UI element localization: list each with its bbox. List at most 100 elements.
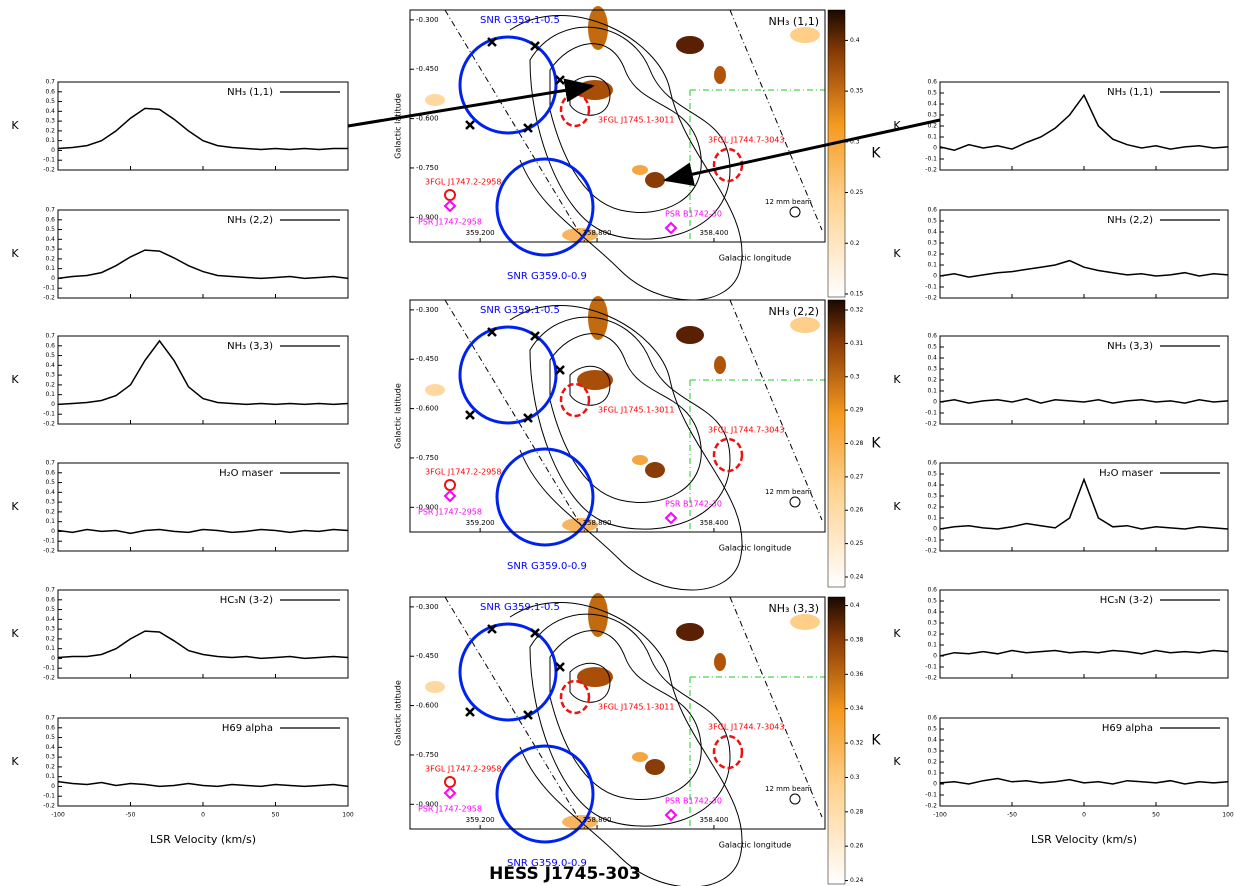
emission-blob — [645, 462, 665, 478]
y-axis-label: K — [11, 627, 19, 640]
colorbar-tick-label: 0.38 — [850, 636, 864, 643]
arrow — [663, 118, 941, 186]
colorbar-tick-label: 0.25 — [850, 540, 864, 547]
y-tick-label: -0.1 — [925, 284, 937, 291]
map-annotation: 12 mm beam — [765, 198, 812, 206]
map-annotation: PSR B1742-30 — [665, 500, 722, 509]
y-tick-label: -0.2 — [925, 421, 937, 428]
map-annotation: PSR J1747-2958 — [418, 805, 482, 814]
source-ellipse — [559, 92, 591, 128]
map-title: NH₃ (3,3) — [769, 602, 819, 615]
colorbar-tick-label: 0.28 — [850, 440, 864, 447]
emission-blob — [676, 623, 704, 641]
x-tick-label: -50 — [1007, 812, 1017, 819]
y-tick-label: 0.5 — [927, 218, 937, 225]
colorbar — [827, 596, 846, 885]
y-tick-label: 0 — [51, 783, 55, 790]
colorbar-tick-label: 0.26 — [850, 507, 864, 514]
y-tick-label: 0.4 — [45, 744, 55, 751]
emission-blob — [632, 455, 648, 465]
y-tick-label: 0.5 — [927, 598, 937, 605]
y-tick-label: 0.3 — [927, 112, 937, 119]
y-tick-label: 0.6 — [45, 342, 55, 349]
y-tick-label: 0.4 — [927, 101, 937, 108]
y-tick-label: -0.1 — [43, 538, 55, 545]
y-tick-label: 0.6 — [45, 596, 55, 603]
y-tick-label: -0.2 — [925, 675, 937, 682]
map-frame — [409, 299, 826, 533]
y-axis-label: Galactic latitude — [394, 383, 403, 449]
map-annotation: PSR B1742-30 — [665, 210, 722, 219]
emission-blob — [676, 326, 704, 344]
y-tick-label: 0.7 — [45, 333, 55, 340]
snr-circle — [458, 35, 558, 135]
source-ellipse — [559, 679, 591, 715]
plot-frame — [939, 462, 1229, 552]
map-annotation: 3FGL J1747.2-2958 — [425, 765, 502, 774]
colorbar-tick-label: 0.3 — [850, 774, 860, 781]
emission-blob — [714, 653, 726, 671]
map-annotation: SNR G359.0-0.9 — [507, 561, 587, 572]
map-title: NH₃ (1,1) — [769, 15, 819, 28]
boundary-line — [729, 9, 823, 231]
y-tick-label: 0.5 — [927, 90, 937, 97]
snr-circle — [495, 744, 595, 844]
plot-frame — [57, 717, 349, 807]
y-axis-label: K — [11, 500, 19, 513]
pulsar-marker — [664, 221, 678, 235]
y-tick-label: 0.5 — [45, 98, 55, 105]
x-tick-label: -100 — [933, 812, 947, 819]
y-tick-label: -0.1 — [925, 664, 937, 671]
colorbar-tick-label: 0.4 — [850, 602, 860, 609]
contour — [529, 613, 731, 827]
colorbar-tick-label: 0.24 — [850, 877, 864, 884]
y-tick-label: 0.4 — [45, 616, 55, 623]
x-axis-label: Galactic longitude — [719, 544, 792, 553]
spectrum-line — [57, 528, 349, 535]
emission-blob — [562, 518, 598, 532]
y-tick-label: -0.1 — [43, 793, 55, 800]
spectrum-line — [57, 339, 349, 406]
spectrum-line — [939, 477, 1229, 530]
snr-circle — [495, 447, 595, 547]
x-axis-label: Galactic longitude — [719, 254, 792, 263]
plot-frame — [57, 462, 349, 552]
y-tick-label: -0.300 — [416, 16, 439, 24]
y-axis-label: K — [893, 119, 901, 132]
y-tick-label: -0.2 — [43, 675, 55, 682]
y-tick-label: -0.2 — [43, 548, 55, 555]
source-ellipse — [559, 382, 591, 418]
y-tick-label: 0.6 — [45, 216, 55, 223]
colorbar-tick-label: 0.28 — [850, 808, 864, 815]
hess-ellipse — [509, 601, 743, 886]
colorbar-tick-label: 0.32 — [850, 740, 864, 747]
legend-label: HC₃N (3-2) — [1100, 595, 1153, 606]
spectrum-line — [57, 107, 348, 151]
x-axis-label: LSR Velocity (km/s) — [150, 833, 256, 846]
emission-blob — [577, 370, 613, 390]
x-tick-label: 358.400 — [699, 229, 728, 237]
x-tick-label: 358.400 — [699, 519, 728, 527]
y-tick-label: 0 — [51, 401, 55, 408]
y-tick-label: 0.1 — [45, 137, 55, 144]
y-tick-label: 0.3 — [927, 366, 937, 373]
map-annotation: 3FGL J1747.2-2958 — [425, 468, 502, 477]
y-axis-label: K — [11, 247, 19, 260]
map-annotation: 3FGL J1744.7-3043 — [708, 723, 785, 732]
x-tick-label: 0 — [201, 812, 205, 819]
y-tick-label: 0.3 — [927, 240, 937, 247]
y-tick-label: -0.900 — [416, 213, 439, 221]
y-tick-label: 0 — [51, 655, 55, 662]
figure-caption: HESS J1745-303 — [489, 864, 641, 884]
map-annotation: SNR G359.1-0.5 — [480, 602, 560, 613]
contour — [569, 365, 611, 406]
y-tick-label: 0.6 — [927, 460, 937, 467]
y-tick-label: 0.1 — [927, 642, 937, 649]
pulsar-marker — [664, 808, 678, 822]
emission-blob — [790, 614, 820, 630]
spectrum-line — [939, 259, 1229, 278]
colorbar-tick-label: 0.29 — [850, 407, 864, 414]
source-ellipse — [712, 734, 744, 770]
map-annotation: SNR G359.0-0.9 — [507, 858, 587, 869]
map-background — [410, 10, 825, 242]
